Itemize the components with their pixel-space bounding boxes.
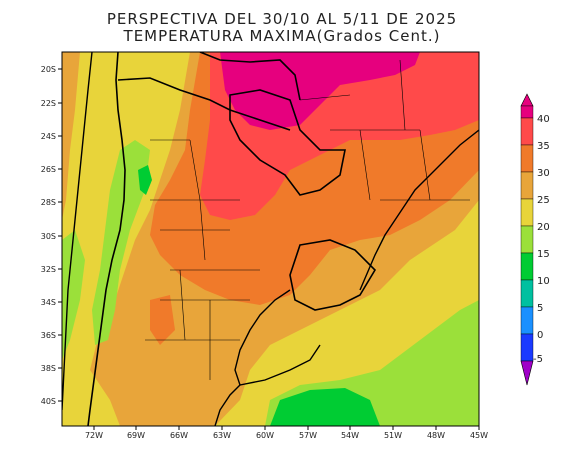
border-patagonia-coast <box>214 384 241 426</box>
colorbar-label-minus5: -5 <box>533 354 543 365</box>
lat-label-32s: 32S <box>41 265 56 274</box>
map-title-line1: PERSPECTIVA DEL 30/10 AL 5/11 DE 2025 <box>106 10 458 28</box>
colorbar-swatch-35 <box>520 117 534 146</box>
border-argentina-north <box>117 77 291 131</box>
zone-lightgreen-andes <box>92 140 150 345</box>
border-paraguay <box>229 89 346 196</box>
lat-label-20s: 20S <box>41 65 56 74</box>
colorbar-swatch-minus5 <box>520 333 534 362</box>
zone-green-andes <box>138 165 152 195</box>
map-frame <box>61 51 480 427</box>
lat-label-38s: 38S <box>41 364 56 373</box>
lat-label-24s: 24S <box>41 132 56 141</box>
lon-label-66w: 66W <box>170 431 188 440</box>
lat-label-28s: 28S <box>41 198 56 207</box>
colorbar-swatch-0 <box>520 306 534 335</box>
colorbar-bottom-arrow <box>520 360 534 386</box>
lon-label-63w: 63W <box>213 431 231 440</box>
colorbar-label-20: 20 <box>537 222 550 233</box>
colorbar-label-5: 5 <box>537 303 543 314</box>
map-title-line2: TEMPERATURA MAXIMA(Grados Cent.) <box>123 27 441 45</box>
lon-label-57w: 57W <box>299 431 317 440</box>
lon-label-48w: 48W <box>427 431 445 440</box>
latitude-axis: 20S 22S 24S 26S 28S 30S 32S 34S 36S 38S … <box>41 65 62 406</box>
longitude-axis: 72W 69W 66W 63W 60W 57W 54W 51W 48W 45W <box>85 426 488 440</box>
colorbar: 40 35 30 25 20 15 10 5 0 -5 <box>520 93 550 386</box>
colorbar-swatch-10 <box>520 252 534 281</box>
colorbar-label-15: 15 <box>537 249 550 260</box>
colorbar-label-35: 35 <box>537 141 550 152</box>
lon-label-54w: 54W <box>341 431 359 440</box>
lon-label-60w: 60W <box>256 431 274 440</box>
colorbar-top-arrow <box>520 93 534 107</box>
lat-label-26s: 26S <box>41 165 56 174</box>
zone-lightgreen-coast <box>62 230 85 360</box>
lat-label-22s: 22S <box>41 99 56 108</box>
zone-magenta <box>220 52 420 130</box>
temperature-field <box>62 52 479 426</box>
border-provinces-argentina <box>145 139 260 380</box>
lat-label-34s: 34S <box>41 298 56 307</box>
zone-orange-south <box>150 295 175 345</box>
colorbar-swatch-15 <box>520 225 534 254</box>
colorbar-label-10: 10 <box>537 276 550 287</box>
colorbar-swatch-40 <box>520 105 534 119</box>
colorbar-swatch-30 <box>520 144 534 173</box>
colorbar-swatch-5 <box>520 279 534 308</box>
lat-label-36s: 36S <box>41 331 56 340</box>
border-states-brazil <box>299 59 470 201</box>
border-uruguay <box>289 239 377 311</box>
political-borders <box>62 52 479 426</box>
border-chile-argentina <box>87 52 126 426</box>
border-brazil-coast <box>359 129 479 291</box>
colorbar-label-25: 25 <box>537 195 550 206</box>
border-bolivia <box>199 52 301 101</box>
colorbar-label-0: 0 <box>537 330 543 341</box>
lon-label-51w: 51W <box>384 431 402 440</box>
lat-label-30s: 30S <box>41 232 56 241</box>
lat-label-40s: 40S <box>41 397 56 406</box>
colorbar-swatch-20 <box>520 198 534 227</box>
border-rio-de-la-plata <box>234 289 321 386</box>
zone-green-spot <box>270 388 380 426</box>
colorbar-label-30: 30 <box>537 168 550 179</box>
lon-label-45w: 45W <box>470 431 488 440</box>
lon-label-69w: 69W <box>127 431 145 440</box>
colorbar-swatch-25 <box>520 171 534 200</box>
colorbar-label-40: 40 <box>537 114 550 125</box>
lon-label-72w: 72W <box>85 431 103 440</box>
zone-amber-left-strip <box>62 52 80 220</box>
border-coastline-chile <box>62 52 93 411</box>
